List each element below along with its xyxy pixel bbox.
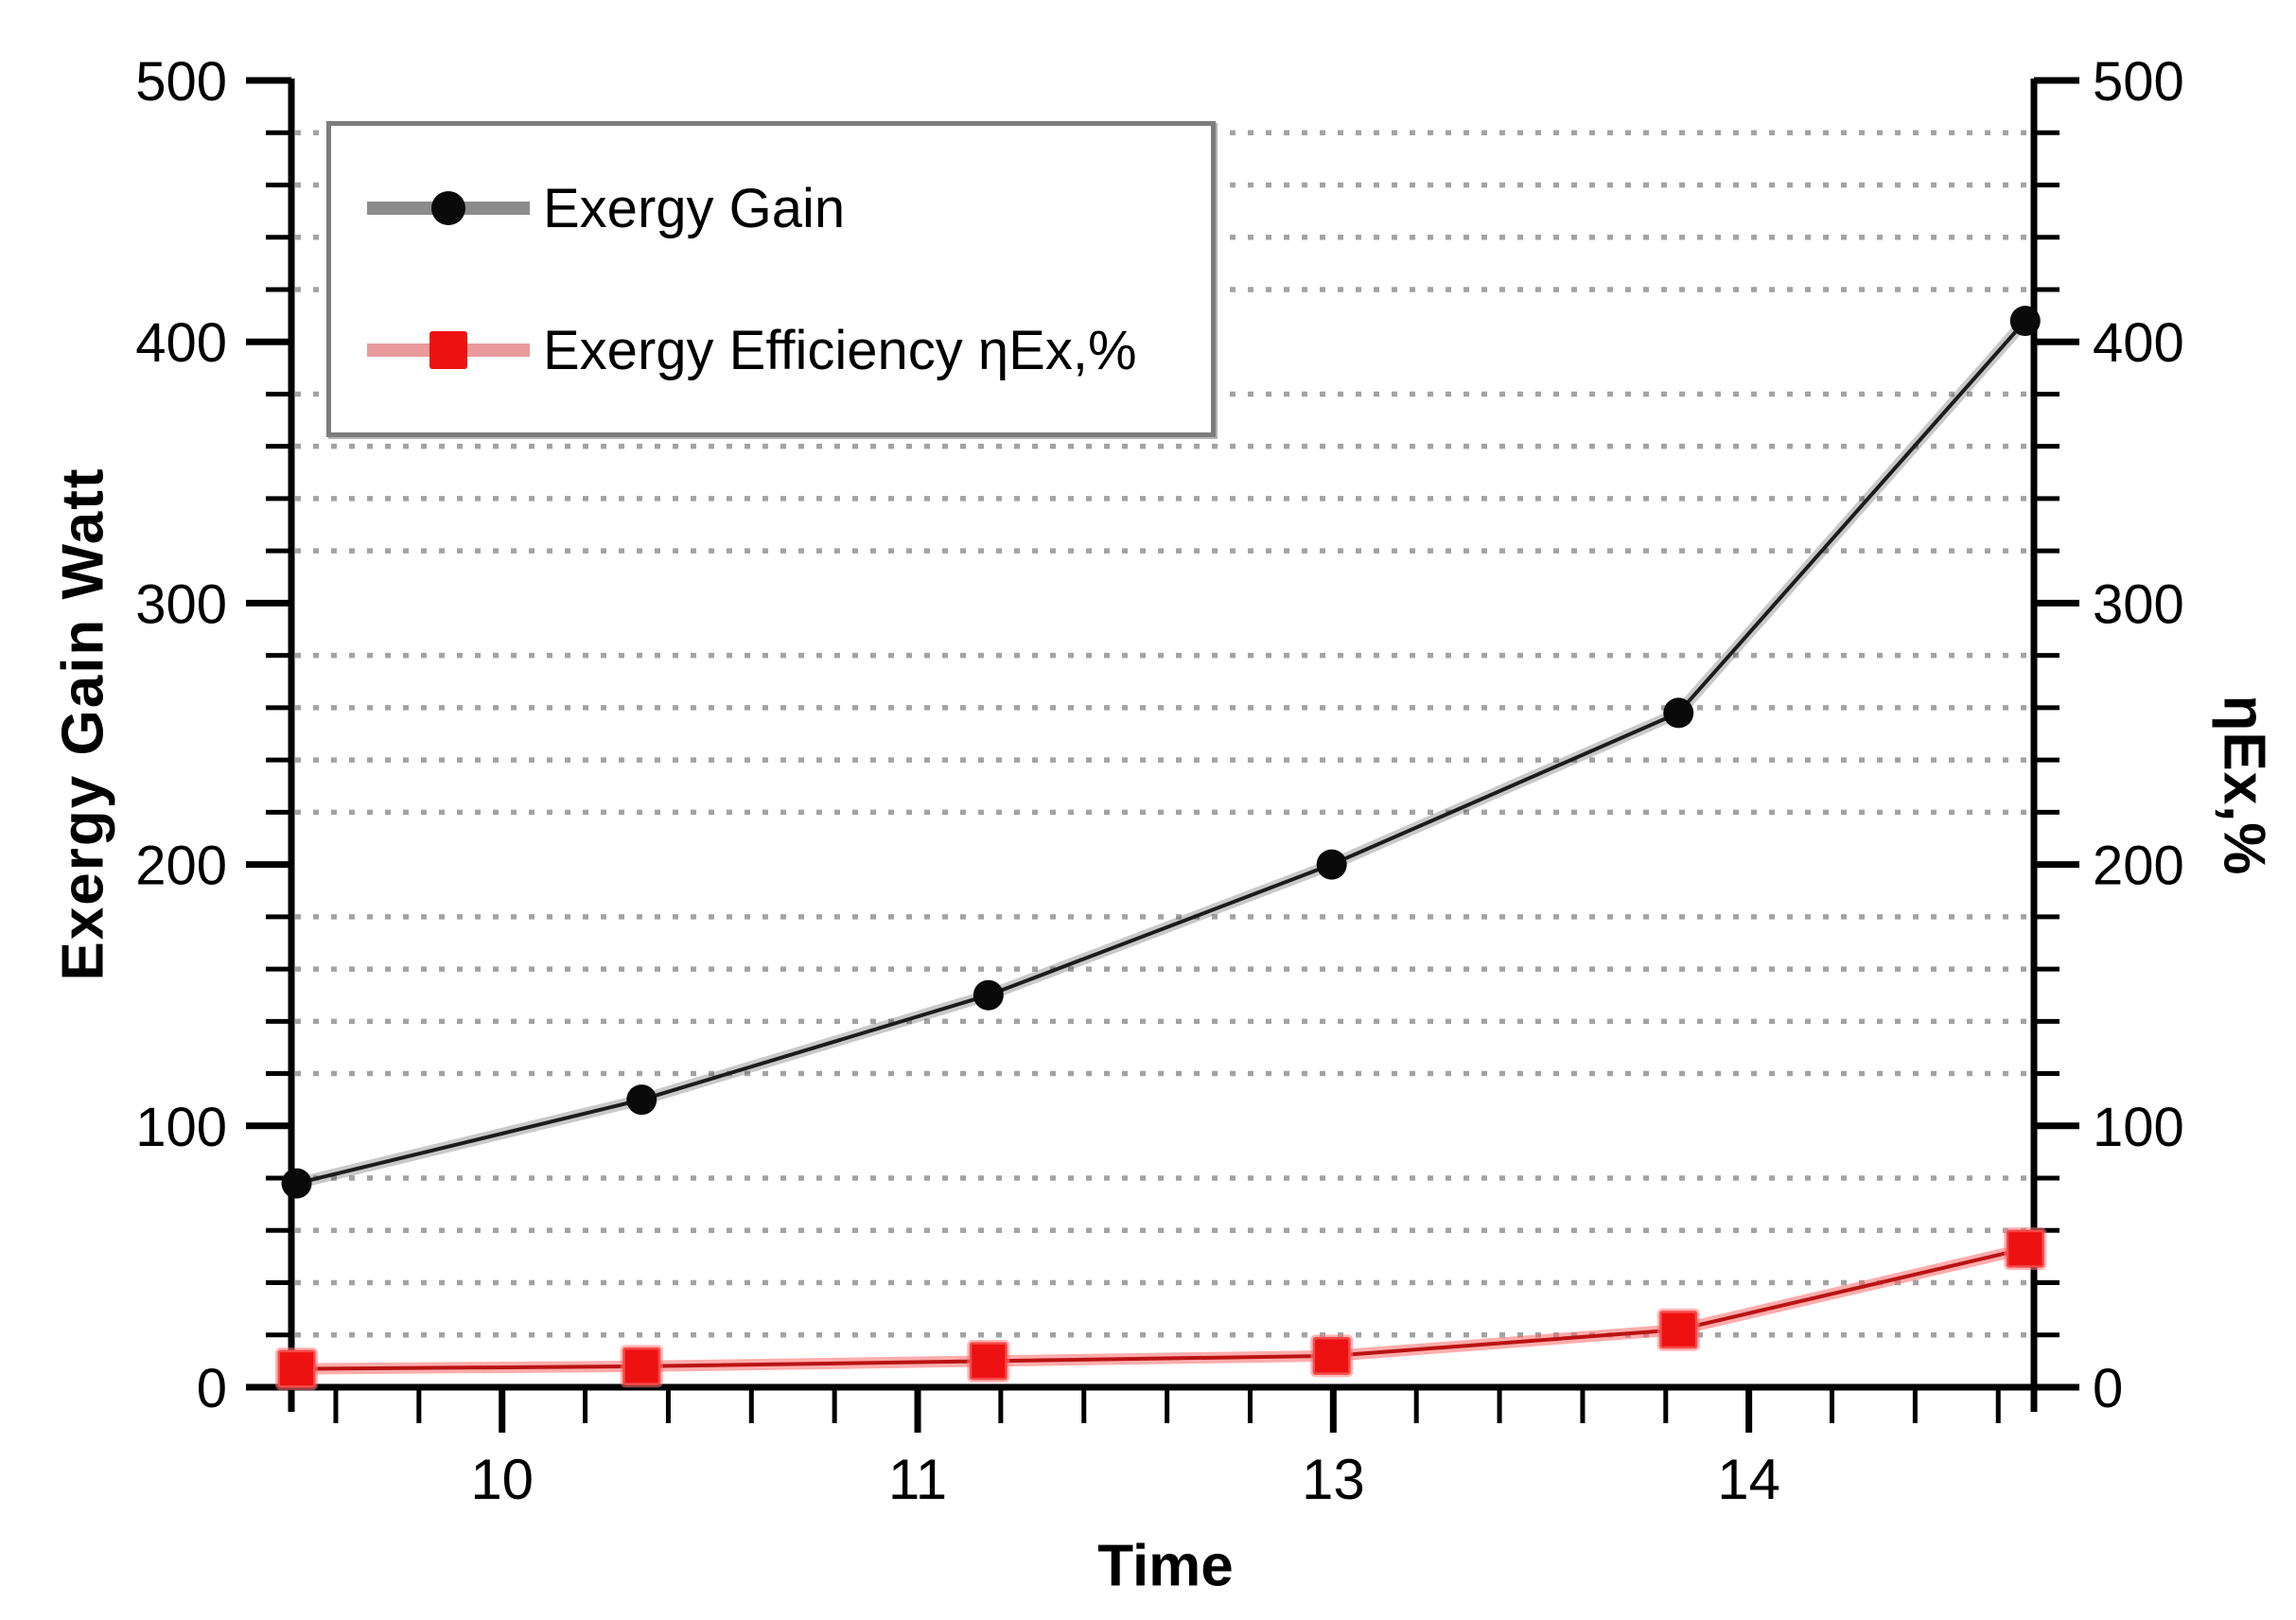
left-axis-title: Exergy Gain Watt xyxy=(50,467,116,981)
svg-text:10: 10 xyxy=(470,1448,534,1511)
svg-text:200: 200 xyxy=(2093,836,2184,897)
svg-text:500: 500 xyxy=(2093,51,2184,113)
data-point-circle xyxy=(1316,849,1347,880)
svg-text:14: 14 xyxy=(1717,1448,1780,1511)
svg-text:11: 11 xyxy=(888,1448,947,1511)
legend-swatch xyxy=(367,185,530,231)
series-exergy-gain xyxy=(281,306,2041,1199)
legend-item-exergy-efficiency: Exergy Efficiency ηEx,% xyxy=(331,273,1211,427)
data-point-square xyxy=(1310,1334,1354,1378)
square-marker-icon xyxy=(429,331,467,369)
svg-text:0: 0 xyxy=(197,1358,227,1419)
svg-text:500: 500 xyxy=(135,51,227,113)
svg-text:100: 100 xyxy=(2093,1097,2184,1158)
data-point-square xyxy=(2004,1227,2047,1271)
data-point-square xyxy=(967,1339,1010,1382)
svg-text:300: 300 xyxy=(135,573,227,635)
svg-text:200: 200 xyxy=(135,836,227,897)
data-point-circle xyxy=(1663,697,1694,729)
tick-labels-group: 0 0 100 100 200 200 300 300 400 400 500 500 10 11 13 14 xyxy=(135,51,2184,1511)
data-point-circle xyxy=(281,1168,312,1199)
ticks-group xyxy=(246,77,2079,1433)
svg-text:13: 13 xyxy=(1302,1448,1365,1511)
svg-text:100: 100 xyxy=(135,1097,227,1158)
series-exergy-efficiency xyxy=(275,1227,2047,1391)
legend: Exergy Gain Exergy Efficiency ηEx,% xyxy=(326,121,1216,437)
legend-label: Exergy Efficiency ηEx,% xyxy=(543,319,1137,381)
svg-text:400: 400 xyxy=(2093,312,2184,374)
svg-text:0: 0 xyxy=(2093,1358,2123,1419)
x-axis-title: Time xyxy=(1097,1533,1234,1599)
circle-marker-icon xyxy=(431,191,465,225)
data-point-square xyxy=(275,1347,319,1391)
right-axis-title: ηEx,% xyxy=(2211,695,2277,876)
svg-text:400: 400 xyxy=(135,312,227,374)
legend-swatch xyxy=(367,327,530,373)
data-point-square xyxy=(620,1345,663,1388)
svg-text:300: 300 xyxy=(2093,573,2184,635)
data-point-circle xyxy=(626,1084,657,1116)
legend-item-exergy-gain: Exergy Gain xyxy=(331,132,1211,285)
data-point-square xyxy=(1656,1308,1700,1351)
data-point-circle xyxy=(973,979,1004,1011)
legend-label: Exergy Gain xyxy=(543,177,846,239)
data-point-circle xyxy=(2009,306,2041,337)
